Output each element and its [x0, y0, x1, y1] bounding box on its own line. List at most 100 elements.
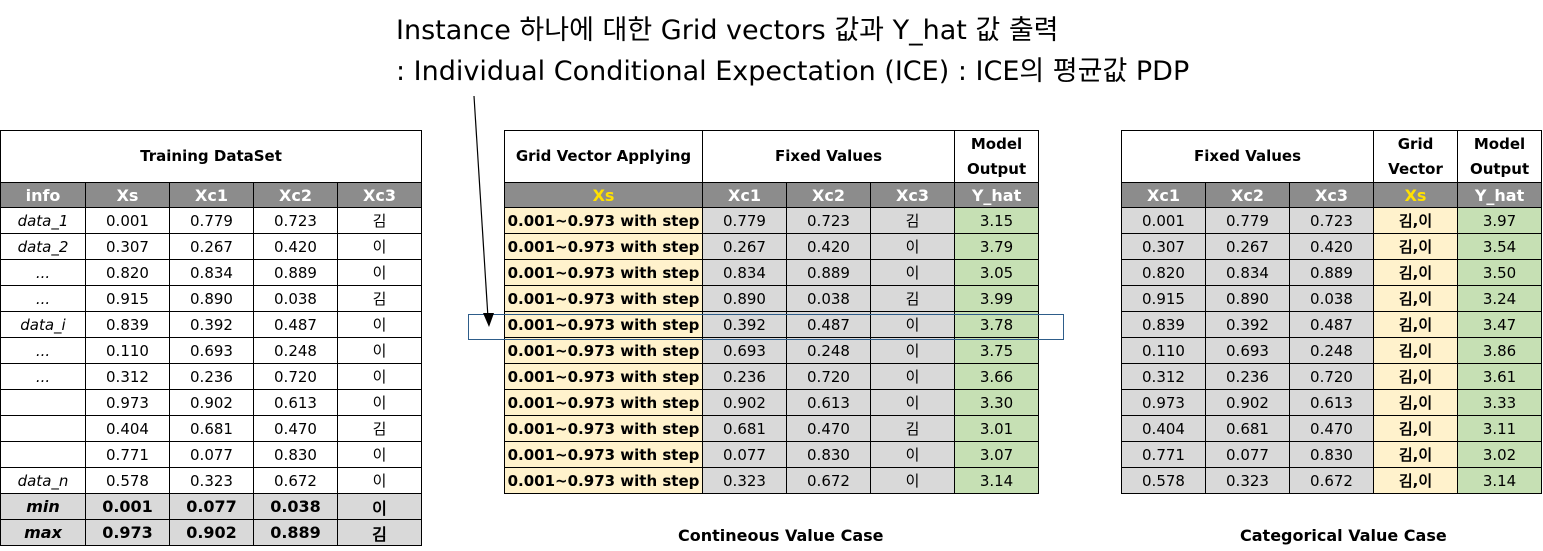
xc3-cell: 0.248 [1288, 337, 1375, 364]
table-row: 0.839 0.392 0.487 김,이 3.47 [1121, 311, 1543, 338]
info-cell [0, 441, 86, 468]
y-hat-cell: 3.78 [954, 311, 1040, 338]
xs-cell: 0.404 [85, 415, 170, 442]
xc1-cell: 0.077 [702, 441, 787, 468]
xc1-cell: 0.392 [169, 311, 254, 338]
xc1-cell: 0.820 [1121, 259, 1206, 286]
xc2-cell: 0.681 [1205, 415, 1290, 442]
xs-cell: 0.771 [85, 441, 170, 468]
xc1-cell: 0.267 [702, 233, 787, 260]
model-output-header: Model Output [954, 130, 1040, 183]
table-row: 0.771 0.077 0.830 김,이 3.02 [1121, 441, 1543, 468]
categorical-case-caption: Categorical Value Case [1240, 526, 1447, 545]
continuous-case-caption: Contineous Value Case [678, 526, 884, 545]
y-hat-cell: 3.07 [954, 441, 1040, 468]
xc2-cell: 0.236 [1205, 363, 1290, 390]
table-row: 0.915 0.890 0.038 김,이 3.24 [1121, 285, 1543, 312]
xs-cell: 0.973 [85, 389, 170, 416]
y-hat-cell: 3.05 [954, 259, 1040, 286]
xc2-cell: 0.038 [253, 493, 338, 520]
table-row: 0.001~0.973 with step 0.236 0.720 이 3.66 [504, 363, 1040, 390]
table-row: 0.312 0.236 0.720 김,이 3.61 [1121, 363, 1543, 390]
y-hat-cell: 3.14 [954, 467, 1040, 494]
xc3-cell: 이 [336, 441, 423, 468]
table-row: 0.001~0.973 with step 0.779 0.723 김 3.15 [504, 207, 1040, 234]
grid-vector-cell: 0.001~0.973 with step [504, 441, 703, 468]
column-header-xc2: Xc2 [253, 182, 338, 208]
table-row: 0.973 0.902 0.613 이 [0, 389, 423, 416]
xc2-cell: 0.720 [786, 363, 871, 390]
table-row: data_2 0.307 0.267 0.420 이 [0, 233, 423, 260]
xc3-cell: 이 [869, 467, 956, 494]
xc1-cell: 0.902 [702, 389, 787, 416]
continuous-case-table: Grid Vector Applying Fixed Values Model O… [504, 130, 1040, 494]
grid-vector-cell: 0.001~0.973 with step [504, 467, 703, 494]
xc2-cell: 0.902 [1205, 389, 1290, 416]
table-row: data_1 0.001 0.779 0.723 김 [0, 207, 423, 234]
xc3-cell: 이 [869, 363, 956, 390]
xc2-cell: 0.248 [786, 337, 871, 364]
xc2-cell: 0.392 [1205, 311, 1290, 338]
table-row: ... 0.312 0.236 0.720 이 [0, 363, 423, 390]
info-cell: max [0, 519, 86, 546]
xc3-cell: 이 [336, 493, 423, 520]
xc1-cell: 0.681 [702, 415, 787, 442]
xc3-cell: 이 [869, 233, 956, 260]
xc1-cell: 0.890 [702, 285, 787, 312]
xc2-cell: 0.248 [253, 337, 338, 364]
xc1-cell: 0.110 [1121, 337, 1206, 364]
xc2-cell: 0.672 [253, 467, 338, 494]
min-row: min 0.001 0.077 0.038 이 [0, 493, 423, 520]
fixed-values-header: Fixed Values [701, 130, 956, 183]
xc3-cell: 이 [869, 389, 956, 416]
info-cell: ... [0, 363, 86, 390]
xc1-cell: 0.693 [702, 337, 787, 364]
info-cell: data_1 [0, 207, 86, 234]
table-row: 0.001~0.973 with step 0.392 0.487 이 3.78 [504, 311, 1040, 338]
table-row: 0.001~0.973 with step 0.077 0.830 이 3.07 [504, 441, 1040, 468]
xc3-cell: 김 [336, 415, 423, 442]
xc2-cell: 0.420 [253, 233, 338, 260]
xc2-cell: 0.672 [786, 467, 871, 494]
xc1-cell: 0.779 [169, 207, 254, 234]
training-table-title: Training DataSet [0, 130, 423, 183]
xc1-cell: 0.236 [169, 363, 254, 390]
table-row: data_n 0.578 0.323 0.672 이 [0, 467, 423, 494]
xc1-cell: 0.077 [169, 441, 254, 468]
table-row: 0.820 0.834 0.889 김,이 3.50 [1121, 259, 1543, 286]
table-row: 0.307 0.267 0.420 김,이 3.54 [1121, 233, 1543, 260]
xc3-cell: 0.723 [1288, 207, 1375, 234]
xs-cell: 0.820 [85, 259, 170, 286]
table-row: 0.578 0.323 0.672 김,이 3.14 [1121, 467, 1543, 494]
xc1-cell: 0.973 [1121, 389, 1206, 416]
column-header-xc3: Xc3 [1288, 182, 1375, 208]
xc2-cell: 0.613 [253, 389, 338, 416]
xc3-cell: 김 [869, 285, 956, 312]
table-row: 0.001~0.973 with step 0.902 0.613 이 3.30 [504, 389, 1040, 416]
xs-cell: 0.915 [85, 285, 170, 312]
table-row: 0.001~0.973 with step 0.267 0.420 이 3.79 [504, 233, 1040, 260]
grid-vector-cell: 0.001~0.973 with step [504, 363, 703, 390]
grid-vector-cell: 0.001~0.973 with step [504, 337, 703, 364]
info-cell: data_i [0, 311, 86, 338]
xs-cell: 0.001 [85, 207, 170, 234]
table-row: 0.110 0.693 0.248 김,이 3.86 [1121, 337, 1543, 364]
xc1-cell: 0.323 [702, 467, 787, 494]
xc1-cell: 0.834 [702, 259, 787, 286]
y-hat-cell: 3.99 [954, 285, 1040, 312]
training-dataset-table: Training DataSet info Xs Xc1 Xc2 Xc3 dat… [0, 130, 423, 546]
xc2-cell: 0.720 [253, 363, 338, 390]
table-row: 0.001~0.973 with step 0.323 0.672 이 3.14 [504, 467, 1040, 494]
xc1-cell: 0.902 [169, 389, 254, 416]
xc3-cell: 이 [869, 311, 956, 338]
xc1-cell: 0.323 [169, 467, 254, 494]
xc2-cell: 0.420 [786, 233, 871, 260]
xc1-cell: 0.236 [702, 363, 787, 390]
y-hat-cell: 3.24 [1457, 285, 1543, 312]
y-hat-cell: 3.47 [1457, 311, 1543, 338]
table-row: data_i 0.839 0.392 0.487 이 [0, 311, 423, 338]
grid-vector-cell: 김,이 [1373, 467, 1459, 494]
title-line-2: : Individual Conditional Expectation (IC… [396, 56, 1190, 87]
column-header-xs: Xs [504, 182, 703, 208]
table-row: 0.001~0.973 with step 0.693 0.248 이 3.75 [504, 337, 1040, 364]
